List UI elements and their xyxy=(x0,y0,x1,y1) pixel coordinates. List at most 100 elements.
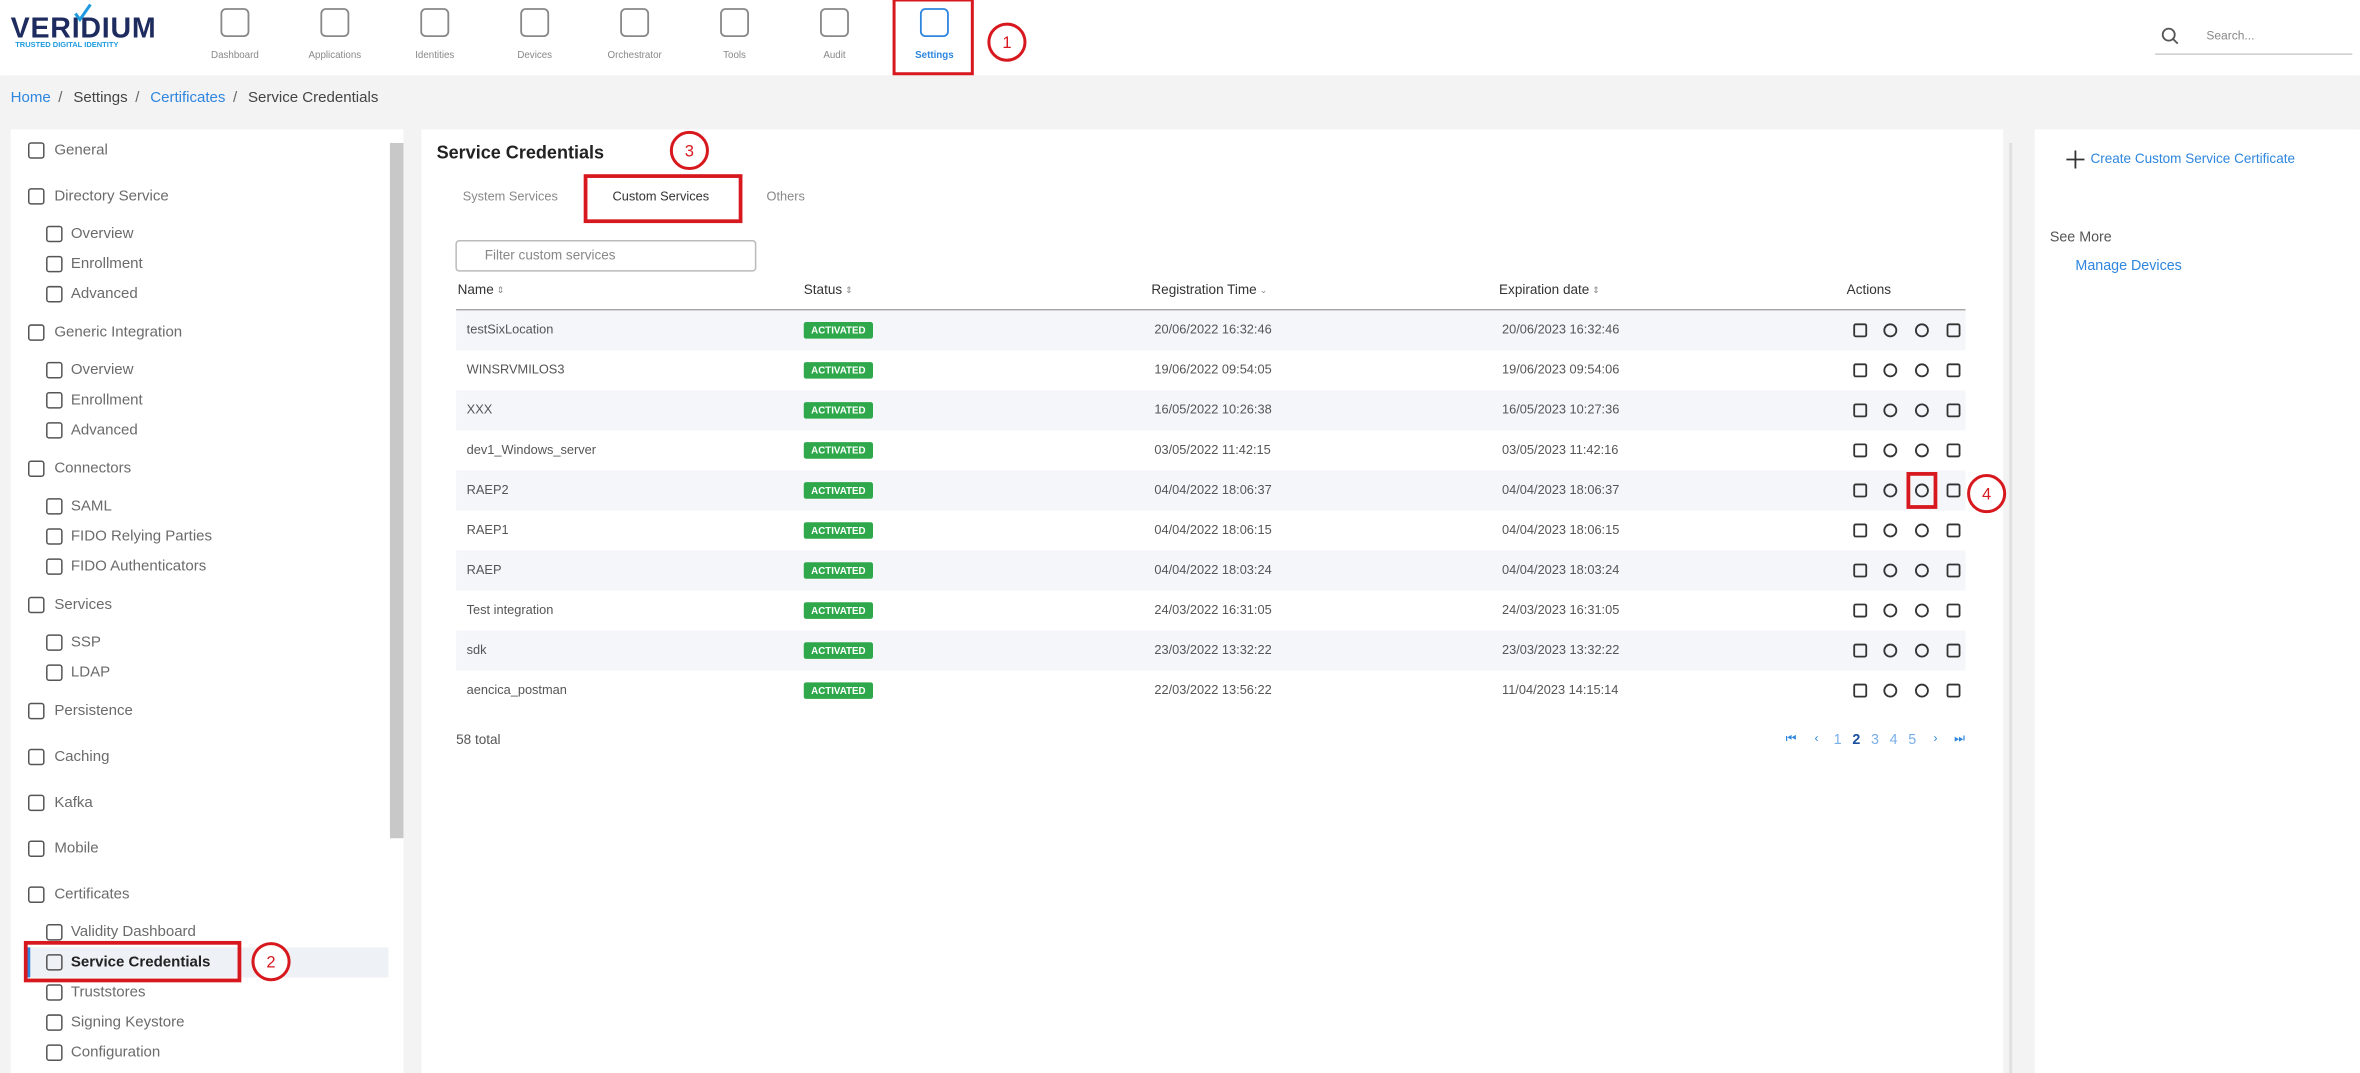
renew-button[interactable] xyxy=(1914,443,1929,458)
export-button[interactable] xyxy=(1853,483,1868,498)
delete-button[interactable] xyxy=(1946,523,1961,538)
delete-button[interactable] xyxy=(1946,643,1961,658)
sidebar-item[interactable]: Advanced xyxy=(71,285,138,302)
column-header[interactable]: Expiration date xyxy=(1499,282,1589,297)
sidebar-item[interactable]: Advanced xyxy=(71,421,138,438)
sidebar-item[interactable]: Truststores xyxy=(71,983,146,1000)
page-number[interactable]: 4 xyxy=(1890,732,1898,748)
renew-button[interactable] xyxy=(1914,523,1929,538)
delete-button[interactable] xyxy=(1946,443,1961,458)
page-last[interactable]: ⏭ xyxy=(1954,731,1965,745)
tab[interactable]: System Services xyxy=(463,189,558,204)
sidebar-group[interactable]: Services xyxy=(54,596,112,613)
page-prev[interactable]: ‹ xyxy=(1815,731,1819,745)
sidebar-group[interactable]: Directory Service xyxy=(54,187,168,204)
renew-button[interactable] xyxy=(1914,683,1929,698)
nav-label[interactable]: Settings xyxy=(915,50,954,61)
renew-button[interactable] xyxy=(1914,363,1929,378)
delete-button[interactable] xyxy=(1946,683,1961,698)
nav-label[interactable]: Audit xyxy=(823,50,846,61)
sidebar-item[interactable]: SSP xyxy=(71,634,101,651)
revoke-button[interactable] xyxy=(1883,363,1898,378)
sidebar-item[interactable]: LDAP xyxy=(71,664,110,681)
sidebar-item[interactable]: Service Credentials xyxy=(71,953,211,970)
revoke-button[interactable] xyxy=(1883,323,1898,338)
renew-button[interactable] xyxy=(1914,483,1929,498)
sidebar-item[interactable]: Enrollment xyxy=(71,255,144,272)
cell-name: aencica_postman xyxy=(467,682,567,697)
sidebar-item[interactable]: FIDO Authenticators xyxy=(71,558,206,575)
manage-link[interactable]: Manage Devices xyxy=(2075,258,2181,274)
export-button[interactable] xyxy=(1853,323,1868,338)
renew-button[interactable] xyxy=(1914,563,1929,578)
export-button[interactable] xyxy=(1853,403,1868,418)
sidebar-group[interactable]: Generic Integration xyxy=(54,324,182,341)
sidebar-item[interactable]: Validity Dashboard xyxy=(71,923,196,940)
page-number[interactable]: 3 xyxy=(1871,732,1879,748)
tab[interactable]: Others xyxy=(767,189,805,204)
cell-expiration: 20/06/2023 16:32:46 xyxy=(1502,322,1619,337)
nav-label[interactable]: Devices xyxy=(517,50,552,61)
nav-label[interactable]: Dashboard xyxy=(211,50,259,61)
sidebar-group[interactable]: Connectors xyxy=(54,460,131,477)
nav-label[interactable]: Orchestrator xyxy=(607,50,662,61)
delete-button[interactable] xyxy=(1946,603,1961,618)
sidebar-item[interactable]: Configuration xyxy=(71,1044,160,1061)
delete-button[interactable] xyxy=(1946,403,1961,418)
revoke-button[interactable] xyxy=(1883,683,1898,698)
column-header[interactable]: Name xyxy=(458,282,494,297)
page-number[interactable]: 1 xyxy=(1834,732,1842,748)
export-button[interactable] xyxy=(1853,443,1868,458)
export-button[interactable] xyxy=(1853,603,1868,618)
create-link[interactable]: Create Custom Service Certificate xyxy=(2090,151,2295,166)
sidebar-group[interactable]: Kafka xyxy=(54,794,93,811)
sidebar-item[interactable]: SAML xyxy=(71,497,112,514)
breadcrumb-item[interactable]: Home xyxy=(11,89,51,106)
revoke-button[interactable] xyxy=(1883,403,1898,418)
sidebar-item[interactable]: Overview xyxy=(71,225,134,242)
sidebar-item[interactable]: Enrollment xyxy=(71,391,144,408)
renew-button[interactable] xyxy=(1914,403,1929,418)
delete-button[interactable] xyxy=(1946,563,1961,578)
column-header[interactable]: Status xyxy=(804,282,843,297)
export-button[interactable] xyxy=(1853,563,1868,578)
revoke-button[interactable] xyxy=(1883,443,1898,458)
column-header[interactable]: Registration Time xyxy=(1151,282,1256,297)
sidebar-group[interactable]: Mobile xyxy=(54,840,98,857)
renew-button[interactable] xyxy=(1914,643,1929,658)
filter-input[interactable]: Filter custom services xyxy=(485,247,616,262)
sidebar-group[interactable]: General xyxy=(54,141,107,158)
logo-check xyxy=(74,3,92,23)
sidebar-group[interactable]: Persistence xyxy=(54,702,133,719)
nav-icon xyxy=(820,8,849,38)
page-number[interactable]: 5 xyxy=(1908,732,1916,748)
export-button[interactable] xyxy=(1853,523,1868,538)
nav-label[interactable]: Identities xyxy=(415,50,454,61)
page-number[interactable]: 2 xyxy=(1852,732,1860,748)
revoke-button[interactable] xyxy=(1883,523,1898,538)
sidebar-item[interactable]: Signing Keystore xyxy=(71,1014,185,1031)
revoke-button[interactable] xyxy=(1883,603,1898,618)
nav-label[interactable]: Applications xyxy=(309,50,362,61)
sidebar-group[interactable]: Caching xyxy=(54,748,109,765)
page-first[interactable]: ⏮ xyxy=(1786,731,1797,745)
sidebar-item[interactable]: Overview xyxy=(71,361,134,378)
nav-label[interactable]: Tools xyxy=(723,50,746,61)
breadcrumb-item[interactable]: Certificates xyxy=(150,89,225,106)
sidebar-group[interactable]: Certificates xyxy=(54,886,129,903)
delete-button[interactable] xyxy=(1946,483,1961,498)
export-button[interactable] xyxy=(1853,363,1868,378)
renew-button[interactable] xyxy=(1914,603,1929,618)
page-next[interactable]: › xyxy=(1933,731,1937,745)
revoke-button[interactable] xyxy=(1883,563,1898,578)
export-button[interactable] xyxy=(1853,643,1868,658)
revoke-button[interactable] xyxy=(1883,483,1898,498)
renew-button[interactable] xyxy=(1914,323,1929,338)
search-input[interactable]: Search... xyxy=(2206,28,2254,42)
sidebar-item[interactable]: FIDO Relying Parties xyxy=(71,527,212,544)
tab[interactable]: Custom Services xyxy=(613,189,710,204)
export-button[interactable] xyxy=(1853,683,1868,698)
delete-button[interactable] xyxy=(1946,363,1961,378)
delete-button[interactable] xyxy=(1946,323,1961,338)
revoke-button[interactable] xyxy=(1883,643,1898,658)
